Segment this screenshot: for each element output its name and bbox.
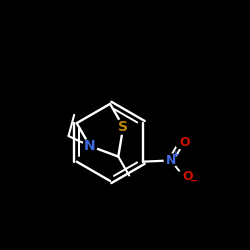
Text: +: + [172,150,180,160]
Circle shape [116,119,131,134]
Text: S: S [118,120,128,134]
Text: O: O [180,136,190,149]
Circle shape [83,139,97,153]
Text: N: N [166,154,176,167]
Circle shape [164,154,177,167]
Text: O: O [182,170,192,183]
Text: N: N [84,139,96,153]
Circle shape [175,136,187,148]
Text: −: − [190,176,198,186]
Circle shape [178,170,190,182]
